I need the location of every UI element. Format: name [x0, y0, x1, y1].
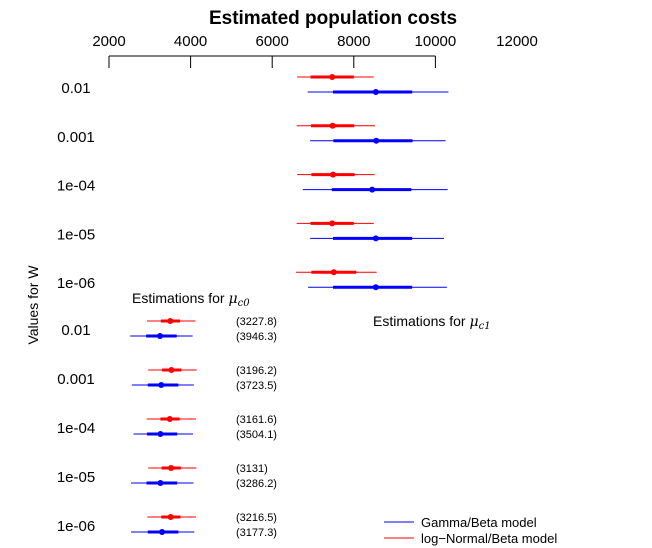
w-label-mu-c1: 1e-06	[57, 275, 95, 292]
red-annotation: (3131)	[236, 463, 268, 475]
w-label-mu-c1: 0.01	[61, 80, 90, 97]
x-axis: 2000 4000 6000 8000 10000 12000	[92, 33, 538, 68]
blue-mean-point	[372, 89, 379, 95]
red-annotation: (3216.5)	[236, 512, 277, 524]
legend-label: Gamma/Beta model	[421, 515, 537, 530]
blue-annotation: (3504.1)	[236, 429, 277, 441]
blue-annotation: (3723.5)	[236, 380, 277, 392]
red-mean-point	[167, 514, 174, 520]
chart-title: Estimated population costs	[209, 8, 457, 29]
w-label-mu-c1: 0.001	[57, 129, 95, 146]
red-mean-point	[168, 367, 175, 373]
blue-mean-point	[158, 382, 165, 388]
blue-mean-point	[159, 529, 166, 535]
red-mean-point	[329, 220, 336, 227]
red-mean-point	[330, 269, 337, 276]
blue-mean-point	[372, 235, 379, 242]
blue-annotation: (3946.3)	[236, 331, 277, 343]
red-mean-point	[166, 416, 173, 422]
y-axis-label: Values for W	[25, 265, 41, 345]
panel-label: Estimations for μc1	[373, 313, 491, 332]
w-label-mu-c0: 1e-04	[57, 420, 95, 437]
blue-mean-point	[157, 333, 163, 339]
x-tick-label: 12000	[496, 33, 538, 50]
w-label-mu-c0: 1e-06	[57, 518, 95, 535]
blue-mean-point	[373, 137, 380, 144]
blue-annotation: (3286.2)	[236, 478, 277, 490]
w-label-mu-c1: 1e-05	[57, 226, 95, 243]
x-tick-label: 4000	[174, 33, 207, 50]
x-tick-label: 2000	[92, 33, 125, 50]
w-label-mu-c0: 0.01	[61, 322, 90, 339]
w-row-labels: 0.01 0.01 0.001 0.001 1e-04 1e-04 1e-05 1e-05 1e…	[57, 80, 95, 535]
x-tick-label: 6000	[256, 33, 289, 50]
interval-panels: Estimations for μc0 (3227.8) (3946.3) (3196…	[130, 74, 491, 539]
red-annotation: (3196.2)	[236, 365, 277, 377]
blue-annotation: (3177.3)	[236, 527, 277, 539]
w-label-mu-c0: 1e-05	[57, 469, 95, 486]
red-mean-point	[329, 74, 336, 80]
panel-label: Estimations for μc0	[132, 290, 250, 309]
x-tick-label: 8000	[337, 33, 370, 50]
w-label-mu-c0: 0.001	[57, 371, 95, 388]
blue-mean-point	[157, 431, 164, 437]
red-mean-point	[167, 318, 174, 324]
red-mean-point	[329, 122, 336, 129]
red-annotation: (3227.8)	[236, 316, 277, 328]
red-mean-point	[168, 465, 175, 471]
legend-label: log−Normal/Beta model	[421, 531, 557, 546]
w-label-mu-c1: 1e-04	[57, 178, 95, 195]
blue-mean-point	[369, 186, 376, 193]
x-tick-label: 10000	[415, 33, 457, 50]
panel-c1: Estimations for μc1	[295, 74, 491, 332]
red-mean-point	[329, 171, 336, 178]
blue-mean-point	[372, 284, 379, 291]
blue-mean-point	[157, 480, 164, 486]
panel-c0: Estimations for μc0 (3227.8) (3946.3) (3196…	[130, 290, 277, 539]
red-annotation: (3161.6)	[236, 414, 277, 426]
